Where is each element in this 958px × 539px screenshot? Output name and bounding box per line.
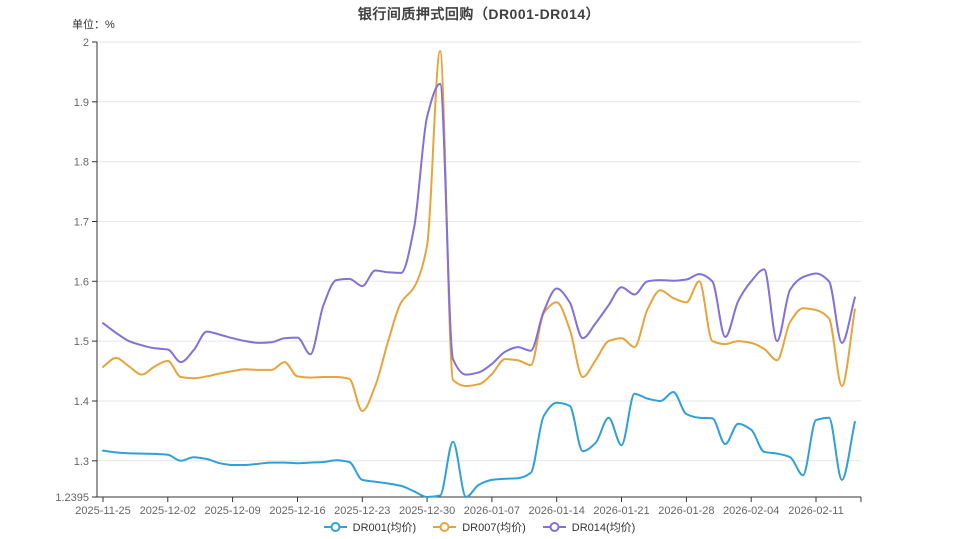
x-tick-label: 2025-12-02 [140,505,196,517]
y-tick-label: 1.9 [74,97,89,109]
x-tick-label: 2025-12-23 [334,505,390,517]
x-tick-label: 2025-12-30 [399,505,455,517]
grid-lines [97,41,861,462]
chart-title: 银行间质押式回购（DR001-DR014） [357,6,601,22]
y-axis: 2 1.9 1.8 1.7 1.6 1.5 1.4 1.3 1.2395 [55,37,98,504]
legend-label: DR001(均价) [352,522,417,534]
y-tick-label: 1.3 [74,456,89,468]
y-tick-label: 2 [83,37,89,49]
y-tick-label: 1.6 [74,276,89,288]
x-tick-label: 2026-01-14 [529,505,585,517]
x-tick-label: 2026-02-11 [788,505,843,517]
y-tick-label: 1.5 [74,336,89,348]
unit-label: 单位：% [72,19,115,31]
series-line-dr014 [102,82,856,376]
legend-label: DR007(均价) [462,522,526,534]
legend-item-dr001[interactable]: DR001(均价) [323,519,417,535]
x-tick-label: 2025-12-16 [269,505,325,517]
y-tick-label: 1.7 [74,217,89,229]
y-tick-label: 1.4 [74,396,89,408]
legend-line-icon [542,522,566,532]
y-tick-label: 1.8 [74,157,89,169]
legend-line-icon [323,522,347,532]
x-tick-label: 2025-12-09 [204,505,260,517]
x-tick-label: 2026-01-07 [464,505,520,517]
legend-item-dr007[interactable]: DR007(均价) [432,519,526,535]
x-tick-label: 2026-01-21 [593,505,649,517]
y-tick-label: 1.2395 [55,492,89,504]
series-line-dr007 [102,50,856,413]
x-axis: 2025-11-25 2025-12-02 2025-12-09 2025-12-16… [75,496,862,517]
legend-item-dr014[interactable]: DR014(均价) [542,519,636,535]
legend-label: DR014(均价) [571,522,636,534]
x-tick-label: 2025-11-25 [75,505,130,517]
legend-line-icon [433,522,457,532]
series-line-dr001 [102,391,856,498]
legend: DR001(均价) DR007(均价) DR014(均价) [0,519,958,535]
x-tick-label: 2026-01-28 [658,505,714,517]
x-tick-label: 2026-02-04 [723,505,779,517]
